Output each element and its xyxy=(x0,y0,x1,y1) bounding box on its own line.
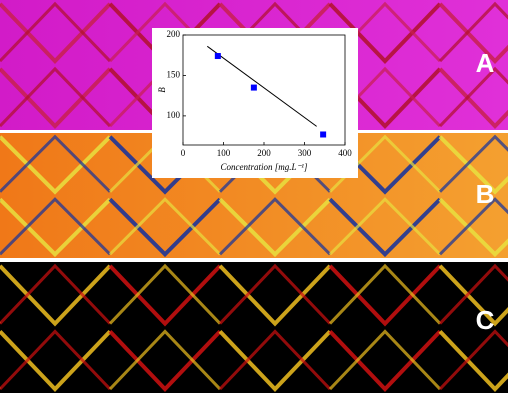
data-point xyxy=(320,131,327,138)
channel xyxy=(438,264,508,327)
channel xyxy=(328,197,442,256)
channel xyxy=(0,264,112,327)
data-point xyxy=(250,84,257,91)
channel xyxy=(438,134,508,193)
y-axis-label: B xyxy=(157,87,167,93)
channel xyxy=(328,197,442,258)
x-tick-label: 0 xyxy=(181,148,186,158)
channel xyxy=(0,1,112,63)
channel xyxy=(218,197,332,258)
inset-background xyxy=(152,28,358,178)
channel xyxy=(0,329,112,391)
channel xyxy=(108,197,222,258)
channel xyxy=(438,66,508,128)
channel xyxy=(438,67,508,129)
x-tick-label: 100 xyxy=(217,148,231,158)
panel-label: B xyxy=(476,179,495,209)
channel xyxy=(438,197,508,256)
channel xyxy=(438,197,508,258)
channel xyxy=(328,329,442,391)
channel xyxy=(328,263,442,325)
channel xyxy=(438,329,508,391)
data-point xyxy=(214,53,221,60)
channel xyxy=(0,67,112,129)
channel xyxy=(438,135,508,195)
x-tick-label: 200 xyxy=(257,148,271,158)
y-tick-label: 100 xyxy=(167,110,181,120)
channel xyxy=(0,197,112,256)
channel xyxy=(0,330,112,392)
channel xyxy=(218,329,332,391)
channel xyxy=(108,197,222,256)
x-tick-label: 400 xyxy=(338,148,352,158)
channel xyxy=(0,135,112,195)
channel xyxy=(108,264,222,327)
channel xyxy=(0,2,112,64)
channel xyxy=(0,66,112,128)
panel-label: A xyxy=(476,48,495,78)
y-tick-label: 150 xyxy=(167,70,181,80)
channel xyxy=(438,2,508,64)
channel xyxy=(0,263,112,325)
channel xyxy=(108,329,222,391)
channel xyxy=(438,330,508,392)
channel xyxy=(218,330,332,392)
channel xyxy=(218,264,332,327)
channel xyxy=(0,197,112,258)
channel xyxy=(218,197,332,256)
fit-line xyxy=(207,45,317,127)
channel xyxy=(328,264,442,327)
channel xyxy=(438,263,508,325)
channel xyxy=(328,330,442,392)
x-axis-label: Concentration [mg.L⁻¹] xyxy=(221,162,308,172)
channel xyxy=(0,134,112,193)
panel-label: C xyxy=(476,305,495,335)
channel xyxy=(438,1,508,63)
channel xyxy=(108,263,222,325)
channel xyxy=(218,263,332,325)
x-tick-label: 300 xyxy=(298,148,312,158)
channel xyxy=(328,2,442,64)
channel xyxy=(108,330,222,392)
panel-c xyxy=(0,262,508,393)
y-tick-label: 200 xyxy=(167,29,181,39)
